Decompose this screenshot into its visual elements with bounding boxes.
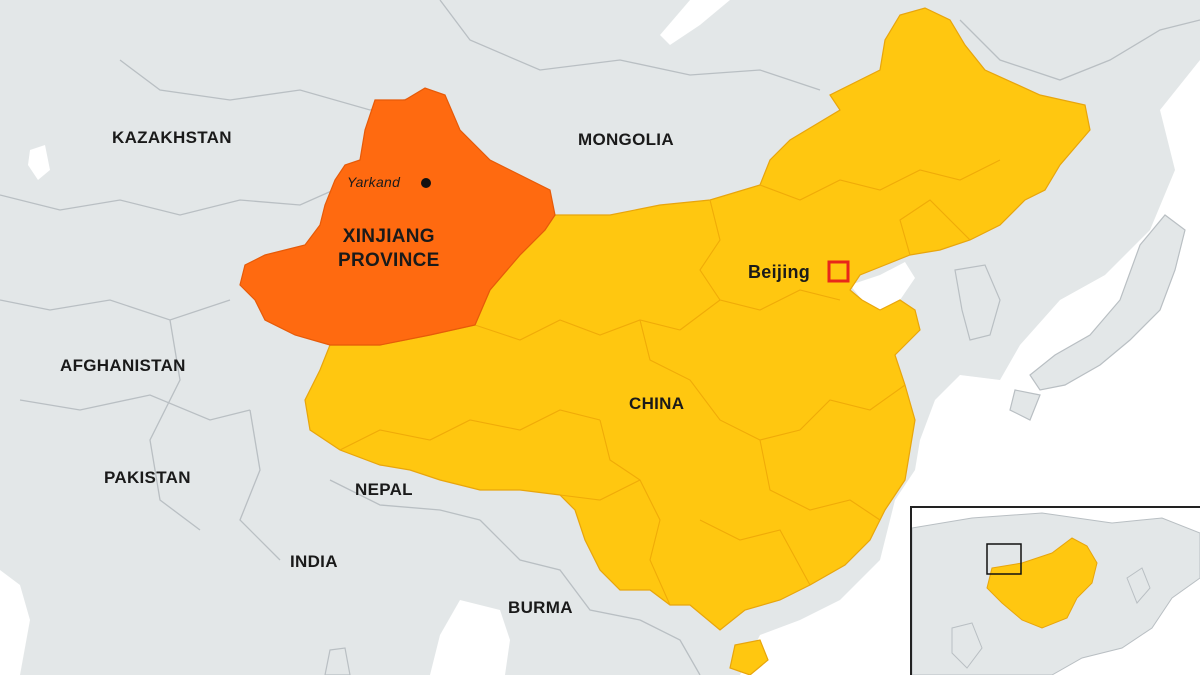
label-xinjiang: XINJIANG PROVINCE xyxy=(338,225,440,273)
province-line-3 xyxy=(599,419,671,606)
province-line-1 xyxy=(339,409,601,451)
province-line-7 xyxy=(699,199,721,301)
province-line-10 xyxy=(899,199,971,256)
border-central-asia xyxy=(0,299,231,321)
border-pakistan-india xyxy=(239,409,281,561)
locator-inset xyxy=(910,506,1200,675)
label-pakistan: PAKISTAN xyxy=(104,468,191,487)
province-line-9 xyxy=(759,159,1001,201)
label-china: CHINA xyxy=(629,394,685,413)
province-lines xyxy=(339,159,1001,606)
border-nepal xyxy=(329,479,481,521)
label-yarkand: Yarkand xyxy=(347,174,401,190)
province-line-2 xyxy=(474,319,681,341)
label-xinjiang-line1: XINJIANG xyxy=(342,226,435,247)
border-afghanistan-south xyxy=(19,394,251,421)
label-beijing: Beijing xyxy=(748,262,811,282)
border-burma xyxy=(479,519,641,621)
label-afghanistan: AFGHANISTAN xyxy=(60,356,186,375)
aral-sea xyxy=(28,145,50,180)
arabian-sea xyxy=(0,570,30,675)
province-line-6 xyxy=(759,439,881,521)
border-mongolia-north xyxy=(439,0,821,91)
province-line-4 xyxy=(639,319,801,441)
label-mongolia: MONGOLIA xyxy=(578,130,674,149)
province-line-12 xyxy=(559,479,641,501)
border-russia-east xyxy=(959,19,1200,81)
beijing-square-icon xyxy=(827,260,850,283)
kyushu-land xyxy=(1009,389,1041,421)
province-line-5 xyxy=(679,289,841,331)
inset-view-box xyxy=(986,543,1022,575)
bay-of-bengal xyxy=(430,600,510,675)
inset-india-land xyxy=(951,622,983,669)
label-nepal: NEPAL xyxy=(355,480,413,499)
yarkand-dot-icon xyxy=(421,178,431,188)
inset-china-shape xyxy=(986,537,1098,629)
xinjiang-shape xyxy=(239,87,556,346)
border-kazakh-south xyxy=(0,184,346,216)
province-line-11 xyxy=(699,519,811,586)
border-laos xyxy=(639,619,701,675)
inset-map xyxy=(912,508,1200,675)
label-india: INDIA xyxy=(290,552,338,571)
label-xinjiang-line2: PROVINCE xyxy=(338,250,440,271)
peninsula-land xyxy=(324,647,351,675)
inset-japan-land xyxy=(1126,567,1151,604)
hainan-shape xyxy=(729,639,769,675)
province-line-8 xyxy=(799,384,906,431)
border-pakistan-west xyxy=(149,319,201,531)
lake-baikal xyxy=(660,0,730,45)
japan-land xyxy=(1029,214,1186,391)
label-kazakhstan: KAZAKHSTAN xyxy=(112,128,232,147)
bohai-sea xyxy=(850,262,915,310)
label-burma: BURMA xyxy=(508,598,573,617)
korea-land xyxy=(954,264,1001,341)
